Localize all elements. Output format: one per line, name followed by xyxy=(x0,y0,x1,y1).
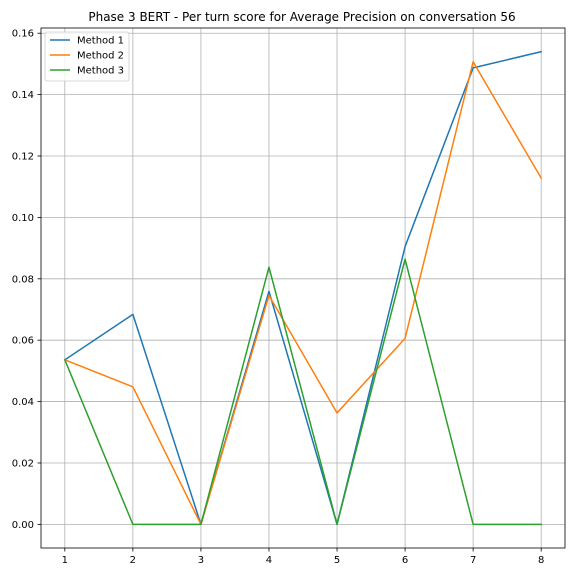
legend-label-method-2: Method 2 xyxy=(77,51,124,62)
legend: Method 1 Method 2 Method 3 xyxy=(44,31,130,82)
y-tick-label: 0.12 xyxy=(12,152,34,163)
y-tick-label: 0.02 xyxy=(12,458,34,469)
legend-label-method-1: Method 1 xyxy=(77,36,124,47)
x-tick-label: 6 xyxy=(402,555,408,566)
y-tick-label: 0.10 xyxy=(12,213,34,224)
x-tick-label: 8 xyxy=(538,555,544,566)
y-axis-ticks: 0.00 0.02 0.04 0.06 0.08 0.10 0.12 0.14 0.16 xyxy=(12,29,41,531)
x-tick-label: 5 xyxy=(334,555,340,566)
legend-box xyxy=(44,31,130,82)
plot-frame xyxy=(40,27,566,549)
series-line-method-1 xyxy=(63,50,543,526)
x-tick-label: 2 xyxy=(130,555,136,566)
x-tick-label: 1 xyxy=(62,555,68,566)
legend-label-method-3: Method 3 xyxy=(77,66,124,77)
y-tick-label: 0.08 xyxy=(12,274,34,285)
y-tick-label: 0.14 xyxy=(12,90,34,101)
x-axis-ticks: 1 2 3 4 5 6 7 8 xyxy=(62,548,544,566)
y-tick-label: 0.04 xyxy=(12,397,34,408)
y-tick-label: 0.06 xyxy=(12,336,34,347)
series-line-method-3 xyxy=(63,258,542,526)
y-tick-label: 0.16 xyxy=(12,29,34,40)
series-line-method-2 xyxy=(63,61,543,526)
y-tick-label: 0.00 xyxy=(12,520,34,531)
series-lines xyxy=(63,50,543,526)
x-tick-label: 4 xyxy=(266,555,272,566)
grid-lines xyxy=(41,28,565,548)
x-tick-label: 7 xyxy=(470,555,476,566)
x-tick-label: 3 xyxy=(198,555,204,566)
chart-title: Phase 3 BERT - Per turn score for Averag… xyxy=(88,10,515,24)
